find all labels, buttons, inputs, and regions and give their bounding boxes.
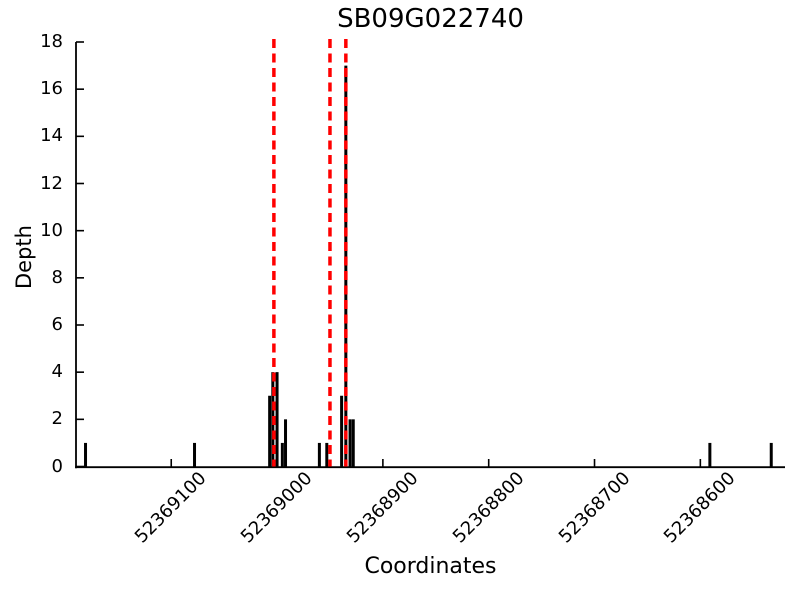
y-tick-label: 10 <box>40 219 63 241</box>
y-tick-label: 6 <box>51 314 63 335</box>
y-tick-label: 16 <box>40 78 63 100</box>
y-tick-label: 12 <box>40 172 63 194</box>
y-tick-label: 14 <box>40 125 63 147</box>
chart-title: SB09G022740 <box>337 4 524 34</box>
y-tick-label: 4 <box>51 361 63 383</box>
y-tick-label: 0 <box>51 455 63 477</box>
x-axis-label: Coordinates <box>364 554 497 579</box>
y-tick-label: 2 <box>51 408 63 430</box>
y-tick-label: 18 <box>40 31 63 52</box>
y-tick-label: 8 <box>51 266 63 288</box>
